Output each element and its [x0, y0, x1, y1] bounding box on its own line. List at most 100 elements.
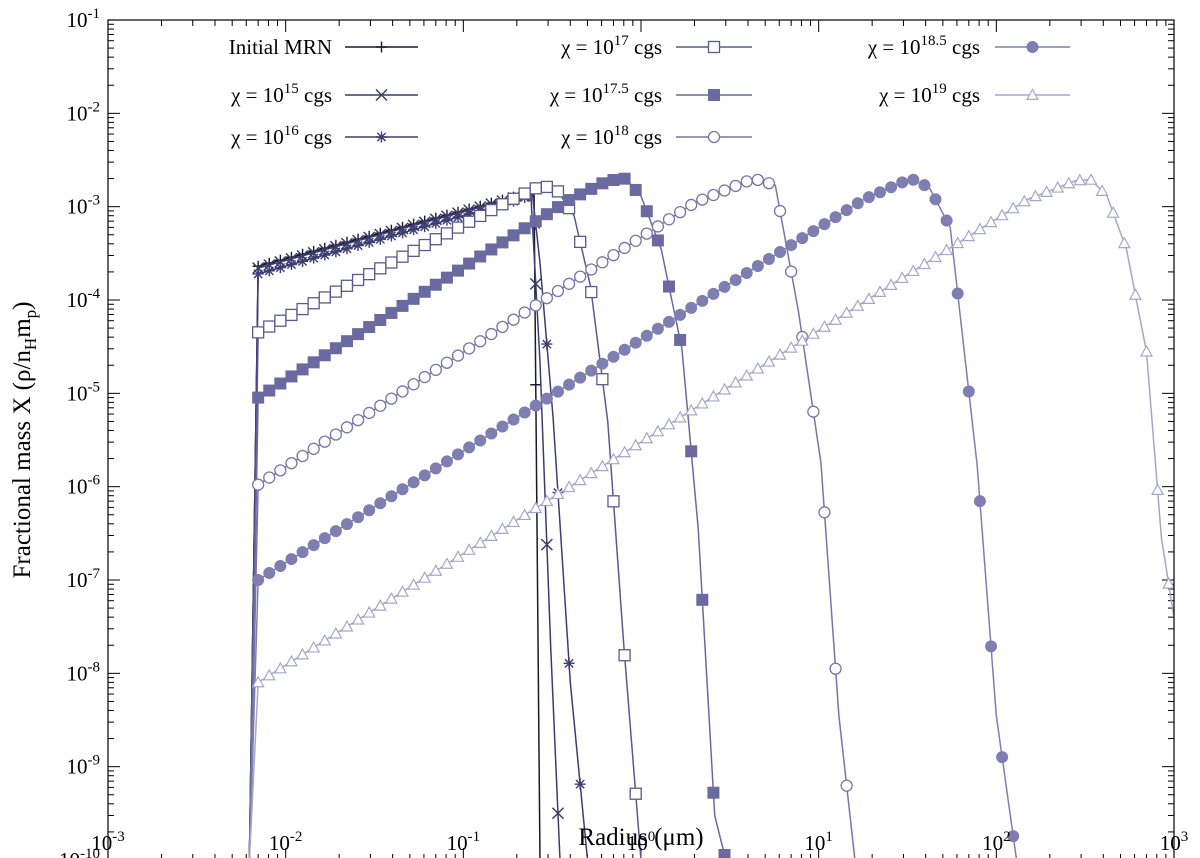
data-point-marker [618, 241, 631, 255]
data-point-marker [374, 313, 387, 326]
data-point-marker [685, 445, 698, 458]
data-point-marker [818, 506, 831, 519]
legend-item: χ = 1018 cgs [560, 123, 752, 149]
data-point-marker [318, 291, 331, 304]
data-point-marker [873, 285, 887, 297]
data-point-marker [540, 180, 554, 194]
data-point-marker [685, 301, 698, 314]
data-point-marker [297, 255, 309, 267]
data-point-marker [651, 234, 664, 247]
data-point-marker [340, 619, 354, 632]
data-point-marker [673, 410, 687, 423]
data-point-marker [374, 233, 386, 245]
data-point-marker [707, 786, 720, 799]
data-point-marker [308, 252, 320, 264]
data-point-marker [1162, 576, 1174, 589]
data-point-marker [585, 182, 598, 195]
data-point-marker [418, 285, 431, 298]
data-point-marker [263, 567, 276, 580]
data-point-marker [407, 378, 420, 391]
data-point-marker [285, 259, 297, 270]
data-point-marker [274, 314, 287, 327]
data-point-marker [329, 428, 343, 441]
data-point-marker [640, 329, 653, 342]
data-point-marker [451, 550, 465, 562]
data-point-marker [817, 320, 831, 332]
data-point-marker [662, 213, 676, 226]
data-point-marker [452, 211, 464, 223]
data-point-marker [296, 363, 309, 376]
data-point-marker [773, 347, 787, 360]
x-tick-label: 103 [1160, 829, 1189, 855]
data-point-marker [329, 342, 342, 355]
legend: Initial MRN χ = 1015 cgs χ = 1016 cgs χ = 1… [229, 33, 1070, 149]
data-point-marker [419, 221, 431, 233]
legend-label: χ = 1018 cgs [560, 123, 662, 149]
data-point-marker [451, 221, 465, 234]
data-point-marker [408, 224, 420, 236]
data-point-marker [795, 334, 809, 346]
data-point-marker [985, 640, 998, 653]
series-group [248, 172, 1174, 858]
data-point-marker [274, 377, 287, 390]
data-point-marker [252, 262, 265, 275]
data-point-marker [607, 495, 620, 508]
data-point-marker [674, 308, 687, 321]
data-point-marker [574, 270, 587, 283]
data-point-marker [318, 349, 331, 362]
data-point-marker [707, 287, 720, 300]
legend-item: χ = 1019 cgs [878, 81, 1070, 107]
data-point-marker [595, 459, 609, 472]
data-point-marker [385, 256, 398, 269]
data-point-marker [307, 356, 320, 369]
data-point-marker [562, 480, 576, 493]
data-point-marker [273, 661, 287, 674]
data-point-marker [274, 464, 287, 477]
data-point-marker [651, 424, 665, 437]
data-point-marker [873, 186, 886, 199]
data-point-marker [773, 204, 787, 218]
data-point-marker [740, 368, 754, 381]
data-point-marker [551, 807, 564, 820]
data-point-marker [796, 232, 809, 245]
data-point-marker [352, 240, 364, 252]
y-tick-label: 10-2 [67, 99, 101, 125]
data-point-marker [618, 445, 632, 458]
data-point-marker [940, 243, 954, 256]
data-point-marker [885, 181, 898, 194]
data-point-marker [263, 384, 276, 397]
data-point-marker [263, 265, 275, 277]
data-point-marker [352, 511, 365, 524]
data-point-marker [596, 357, 609, 370]
data-point-marker [762, 354, 776, 367]
data-point-marker [607, 248, 620, 262]
data-point-marker [540, 208, 553, 221]
data-point-marker [496, 198, 509, 211]
data-point-marker [518, 222, 531, 235]
data-point-marker [762, 177, 776, 190]
data-point-marker [474, 335, 487, 348]
data-point-marker [1028, 189, 1042, 202]
y-axis-title: Fractional mass X (ρ/nHmp) [9, 302, 40, 579]
data-point-marker [384, 591, 398, 604]
data-point-marker [829, 313, 843, 325]
data-point-marker [285, 457, 298, 470]
data-point-marker [806, 327, 820, 339]
data-point-marker [485, 203, 498, 217]
data-point-marker [596, 256, 609, 269]
data-point-marker [1084, 173, 1098, 185]
y-tick-labels: 10-10 10-9 10-8 10-7 10-6 10-5 10-4 10-3 10-2 10-… [59, 6, 100, 858]
data-point-marker [1062, 176, 1076, 189]
data-point-marker [397, 227, 408, 239]
data-point-marker [907, 173, 920, 186]
data-point-marker [718, 184, 731, 197]
data-point-marker [584, 466, 598, 479]
data-point-marker [407, 578, 421, 590]
data-point-marker [440, 271, 453, 284]
data-point-marker [573, 473, 587, 486]
data-point-marker [430, 217, 442, 229]
data-point-marker [629, 336, 642, 349]
data-point-marker [318, 532, 331, 545]
data-point-marker [363, 406, 376, 420]
